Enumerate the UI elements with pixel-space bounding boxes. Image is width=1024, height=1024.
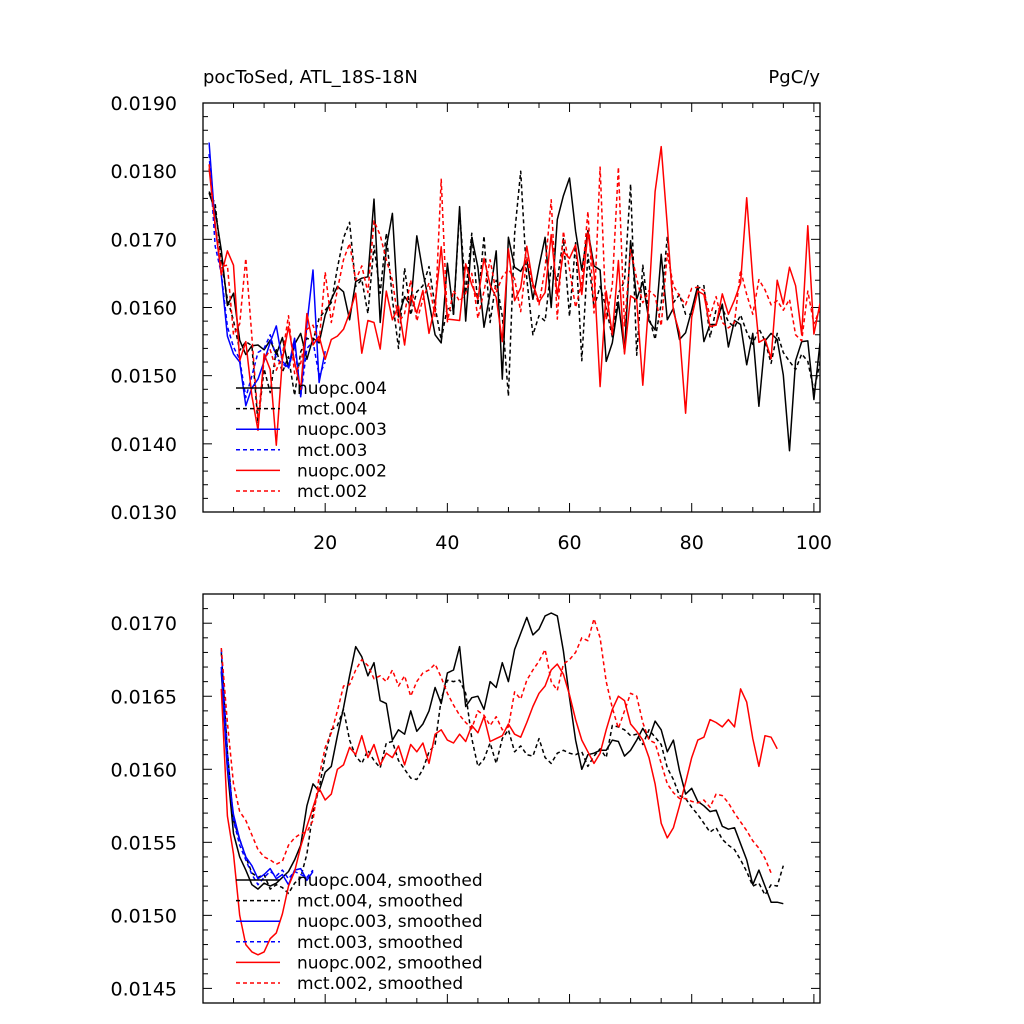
x-tick-label: 100 — [796, 532, 832, 554]
chart-title: pocToSed, ATL_18S-18N — [203, 67, 418, 88]
series-line-mct-003 — [208, 154, 326, 399]
legend-label: nuopc.003 — [297, 420, 387, 440]
series-line-nuopc-002 — [208, 145, 820, 446]
panel-bottom-smoothed: 0.0145 0.0150 0.0155 0.0160 0.0165 0.0170 nuop… — [111, 593, 821, 1004]
series-line-mct-002-smoothed — [220, 618, 772, 874]
y-tick-label: 0.0180 — [111, 161, 177, 183]
x-tick-label: 60 — [557, 532, 581, 554]
y-tick-label: 0.0160 — [111, 759, 177, 781]
series-group — [220, 612, 785, 956]
series-line-mct-002 — [208, 164, 820, 421]
legend-label: nuopc.004, smoothed — [297, 871, 483, 891]
x-tick-label: 80 — [680, 532, 704, 554]
legend-label: mct.002, smoothed — [297, 974, 463, 994]
plot-frame — [202, 593, 821, 1004]
series-line-mct-003-smoothed — [220, 649, 314, 886]
y-tick-label: 0.0150 — [111, 905, 177, 927]
legend-label: mct.002 — [297, 482, 367, 502]
y-tick-label: 0.0150 — [111, 366, 177, 388]
panel-top-raw: pocToSed, ATL_18S-18N PgC/y 20 40 60 80 100 0… — [111, 67, 833, 554]
x-tick-label: 40 — [435, 532, 459, 554]
y-tick-label: 0.0155 — [111, 832, 177, 854]
series-group — [208, 142, 820, 452]
y-tick-label: 0.0140 — [111, 434, 177, 456]
y-tick-label: 0.0190 — [111, 93, 177, 115]
y-tick-label: 0.0170 — [111, 229, 177, 251]
legend-label: mct.004 — [297, 400, 367, 420]
legend-label: mct.003, smoothed — [297, 933, 463, 953]
x-tick-label: 20 — [313, 532, 337, 554]
plot-frame — [202, 102, 821, 513]
series-line-mct-004-smoothed — [220, 652, 785, 896]
y-tick-label: 0.0130 — [111, 502, 177, 524]
series-line-nuopc-002-smoothed — [220, 663, 778, 956]
legend-label: mct.004, smoothed — [297, 892, 463, 912]
legend-label: nuopc.003, smoothed — [297, 912, 483, 932]
legend-label: nuopc.004 — [297, 379, 387, 399]
units-label: PgC/y — [768, 67, 820, 88]
series-line-nuopc-003-smoothed — [220, 666, 314, 886]
y-tick-label: 0.0160 — [111, 298, 177, 320]
y-tick-label: 0.0170 — [111, 613, 177, 635]
y-tick-label: 0.0165 — [111, 686, 177, 708]
series-line-nuopc-004-smoothed — [220, 612, 784, 905]
legend-label: mct.003 — [297, 441, 367, 461]
series-line-mct-004 — [208, 170, 820, 425]
y-tick-label: 0.0145 — [111, 978, 177, 1000]
series-line-nuopc-003 — [208, 142, 326, 407]
legend-label: nuopc.002 — [297, 461, 387, 481]
legend-label: nuopc.002, smoothed — [297, 953, 483, 973]
